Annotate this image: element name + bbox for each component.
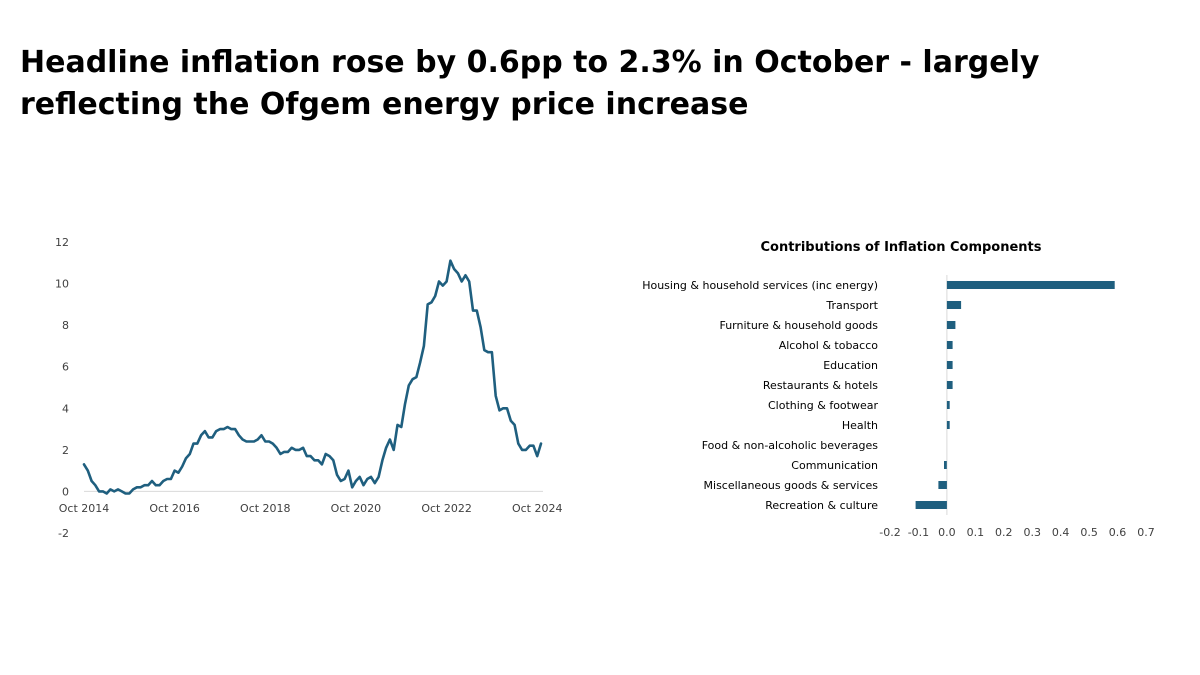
contribution-bar bbox=[946, 401, 950, 409]
category-label: Education bbox=[823, 359, 878, 372]
contribution-bar bbox=[938, 481, 947, 489]
x-tick-label: 0.5 bbox=[1080, 526, 1098, 539]
contribution-bar bbox=[946, 361, 953, 369]
headline: Headline inflation rose by 0.6pp to 2.3%… bbox=[20, 45, 1040, 122]
category-label: Restaurants & hotels bbox=[763, 379, 878, 392]
x-tick-label: Oct 2016 bbox=[149, 502, 200, 515]
y-tick-label: 8 bbox=[62, 319, 69, 332]
y-tick-label: 10 bbox=[55, 278, 69, 291]
y-tick-label: -2 bbox=[58, 527, 69, 540]
contribution-bar bbox=[915, 501, 947, 509]
category-label: Food & non-alcoholic beverages bbox=[702, 439, 879, 452]
category-label: Housing & household services (inc energy… bbox=[642, 279, 878, 292]
x-tick-label: Oct 2014 bbox=[59, 502, 110, 515]
category-label: Furniture & household goods bbox=[719, 319, 878, 332]
x-tick-label: 0.0 bbox=[938, 526, 956, 539]
x-tick-label: Oct 2018 bbox=[240, 502, 291, 515]
y-tick-label: 6 bbox=[62, 361, 69, 374]
category-label: Recreation & culture bbox=[765, 499, 878, 512]
x-tick-label: 0.4 bbox=[1052, 526, 1070, 539]
category-label: Health bbox=[842, 419, 878, 432]
contribution-bar bbox=[946, 381, 953, 389]
category-label: Transport bbox=[825, 299, 878, 312]
x-tick-label: 0.6 bbox=[1109, 526, 1127, 539]
x-tick-label: 0.1 bbox=[967, 526, 985, 539]
y-tick-label: 4 bbox=[62, 402, 69, 415]
category-label: Communication bbox=[791, 459, 878, 472]
x-tick-label: 0.7 bbox=[1137, 526, 1155, 539]
x-tick-label: 0.2 bbox=[995, 526, 1013, 539]
x-tick-label: -0.1 bbox=[908, 526, 929, 539]
contribution-bar bbox=[946, 321, 956, 329]
headline-inflation-line-chart: -2 0 2 4 6 8 10 12 Oct 2014 Oct 2016 Oct 2018 Oct 2… bbox=[55, 236, 563, 540]
contribution-bar bbox=[946, 301, 962, 309]
category-label: Clothing & footwear bbox=[768, 399, 878, 412]
category-label: Alcohol & tobacco bbox=[779, 339, 879, 352]
contribution-bar bbox=[946, 281, 1115, 289]
x-tick-label: Oct 2024 bbox=[512, 502, 563, 515]
x-tick-label: Oct 2020 bbox=[331, 502, 382, 515]
x-tick-label: Oct 2022 bbox=[421, 502, 472, 515]
x-tick-label: -0.2 bbox=[879, 526, 900, 539]
contribution-bar bbox=[944, 461, 947, 469]
y-tick-label: 12 bbox=[55, 236, 69, 249]
bar-chart-title: Contributions of Inflation Components bbox=[760, 240, 1041, 255]
contribution-bar bbox=[946, 421, 950, 429]
x-tick-label: 0.3 bbox=[1023, 526, 1041, 539]
y-tick-label: 2 bbox=[62, 444, 69, 457]
y-tick-label: 0 bbox=[62, 485, 69, 498]
contribution-bar bbox=[946, 341, 953, 349]
category-label: Miscellaneous goods & services bbox=[704, 479, 879, 492]
inflation-series-line bbox=[82, 259, 543, 495]
